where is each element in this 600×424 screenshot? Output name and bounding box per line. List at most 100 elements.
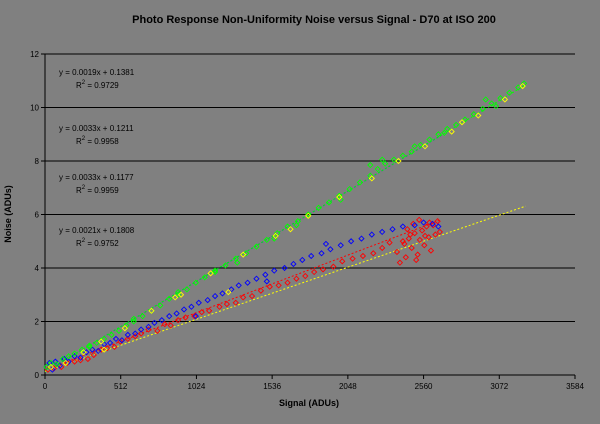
data-point: [180, 306, 188, 313]
data-points: [43, 80, 528, 373]
data-point: [167, 322, 174, 329]
data-point: [379, 156, 386, 163]
data-point: [232, 299, 239, 306]
y-tick-label: 4: [35, 264, 40, 273]
data-point: [337, 242, 344, 249]
data-point: [171, 294, 179, 301]
data-point: [416, 236, 424, 244]
data-point: [393, 248, 401, 256]
data-point: [318, 250, 325, 257]
data-point: [427, 247, 435, 254]
data-point: [414, 251, 421, 258]
data-point: [339, 258, 346, 265]
data-point: [77, 357, 84, 364]
data-point: [53, 361, 60, 368]
data-point: [293, 275, 300, 282]
data-point: [359, 252, 367, 260]
data-point: [470, 111, 477, 118]
data-point: [429, 220, 436, 227]
data-point: [177, 291, 185, 298]
trend-equations: y = 0.0019x + 0.1381 R2 = 0.9729 y = 0.003…: [59, 68, 135, 248]
data-point: [434, 218, 441, 225]
data-point: [263, 278, 270, 285]
data-point: [322, 240, 330, 248]
data-point: [482, 96, 489, 103]
data-point: [43, 363, 50, 371]
trend-equation: y = 0.0021x + 0.1808: [59, 226, 135, 235]
y-tick-label: 10: [30, 104, 39, 113]
data-point: [411, 230, 418, 237]
data-point: [305, 212, 312, 219]
data-point: [281, 264, 288, 272]
data-point: [492, 103, 500, 110]
data-point: [293, 222, 300, 229]
data-point: [381, 160, 389, 167]
data-point: [47, 363, 55, 371]
data-point: [174, 317, 182, 324]
data-point: [458, 119, 466, 126]
data-point: [64, 359, 71, 367]
data-point: [188, 303, 195, 310]
data-point: [368, 175, 375, 182]
data-point: [130, 315, 137, 322]
data-point: [325, 199, 333, 206]
y-tick-label: 12: [30, 50, 39, 59]
data-point: [151, 319, 158, 326]
data-point: [408, 148, 415, 155]
data-point: [389, 226, 396, 233]
data-point: [173, 310, 180, 317]
data-point: [418, 227, 426, 234]
trend-equation: y = 0.0033x + 0.1211: [59, 124, 134, 133]
data-point: [374, 165, 381, 173]
data-point: [379, 244, 386, 252]
data-point: [115, 327, 123, 334]
data-point: [257, 287, 265, 294]
data-point: [207, 270, 214, 277]
x-tick-label: 1536: [263, 382, 281, 391]
data-point: [98, 338, 105, 345]
data-point: [112, 335, 120, 343]
data-point: [290, 260, 297, 268]
data-point: [302, 272, 309, 280]
data-point: [253, 243, 260, 250]
data-point: [404, 226, 411, 233]
data-point: [271, 267, 278, 274]
y-tick-label: 8: [35, 157, 40, 166]
data-point: [475, 112, 482, 119]
data-point: [130, 318, 137, 325]
data-point: [84, 355, 92, 363]
data-point: [356, 179, 364, 186]
data-point: [287, 226, 294, 233]
data-point: [62, 359, 69, 367]
data-point: [423, 223, 430, 230]
data-point: [118, 337, 126, 344]
data-point: [370, 250, 377, 257]
data-point: [407, 231, 414, 238]
data-point: [145, 326, 152, 333]
data-point: [501, 96, 509, 103]
data-point: [139, 313, 146, 320]
data-point: [154, 327, 161, 334]
data-point: [452, 121, 460, 129]
data-point: [161, 321, 168, 328]
data-point: [235, 282, 242, 289]
data-point: [183, 286, 191, 293]
data-point: [401, 240, 408, 248]
data-point: [396, 259, 404, 266]
data-point: [137, 330, 145, 337]
data-point: [515, 84, 522, 91]
data-point: [426, 219, 433, 226]
data-point: [436, 228, 443, 236]
data-point: [148, 307, 155, 314]
data-point: [101, 346, 108, 353]
data-point: [123, 322, 130, 329]
data-point: [432, 231, 439, 238]
data-point: [441, 129, 448, 137]
data-point: [274, 230, 281, 237]
data-point: [367, 172, 374, 179]
data-point: [206, 307, 213, 314]
data-point: [405, 235, 412, 242]
data-point: [399, 223, 407, 230]
data-point: [386, 239, 393, 246]
